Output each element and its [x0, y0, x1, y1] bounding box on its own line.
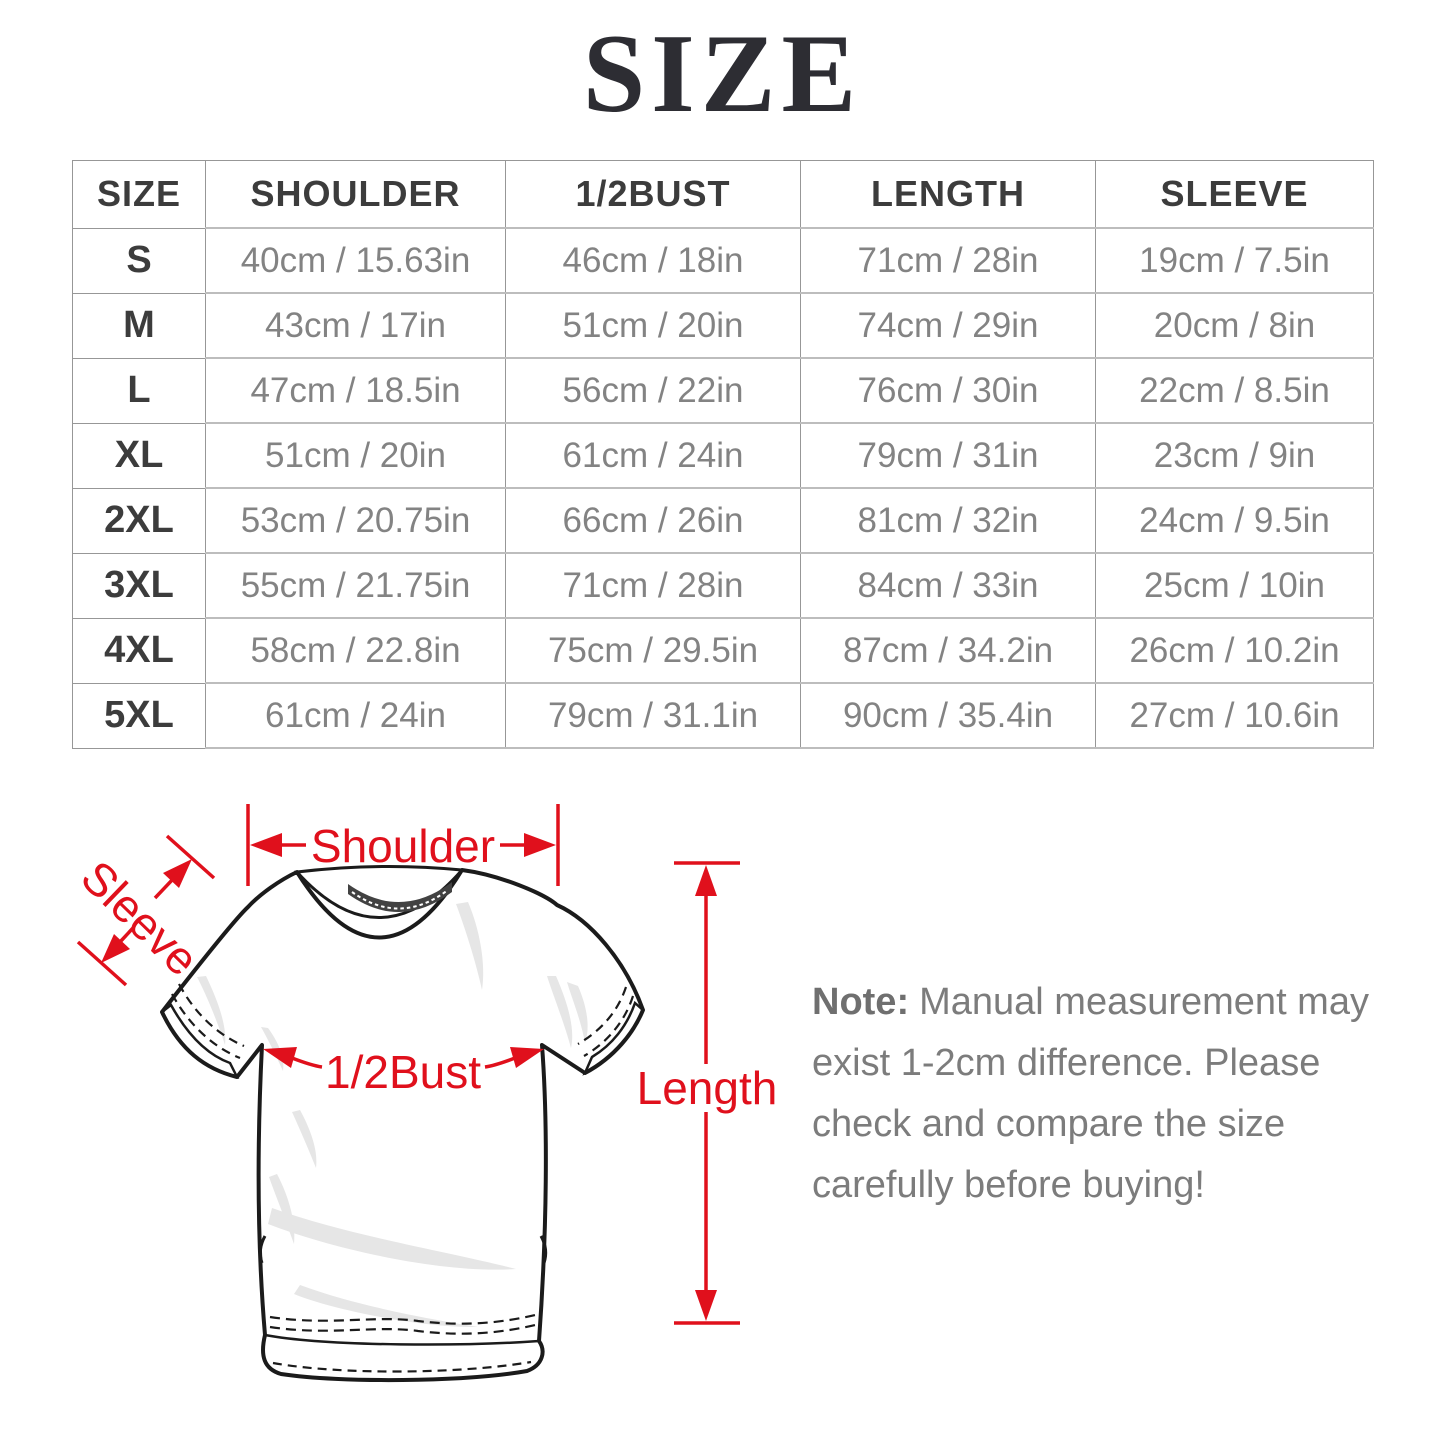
- measurement-cell: 46cm / 18in: [505, 227, 801, 294]
- sleeve-annotation: Sleeve: [71, 834, 216, 987]
- measurement-cell: 66cm / 26in: [505, 487, 801, 554]
- note-line: carefully before buying!: [812, 1164, 1205, 1206]
- measurement-cell: 22cm / 8.5in: [1095, 357, 1374, 424]
- sleeve-label: Sleeve: [71, 850, 208, 985]
- arrow-right-icon: [524, 833, 556, 857]
- right-sleeve-cuff: [577, 986, 645, 1076]
- measurement-cell: 58cm / 22.8in: [205, 617, 506, 684]
- table-row: M 43cm / 17in 51cm / 20in 74cm / 29in 20…: [72, 292, 1374, 359]
- size-cell: 2XL: [72, 487, 206, 554]
- measurement-cell: 47cm / 18.5in: [205, 357, 506, 424]
- sleeve-tick-top: [165, 834, 216, 880]
- measurement-cell: 20cm / 8in: [1095, 292, 1374, 359]
- half-bust-label: 1/2Bust: [325, 1046, 481, 1098]
- table-row: L 47cm / 18.5in 56cm / 22in 76cm / 30in …: [72, 357, 1374, 424]
- left-sleeve-cuff: [160, 983, 245, 1079]
- measurement-cell: 81cm / 32in: [800, 487, 1096, 554]
- measurement-cell: 79cm / 31in: [800, 422, 1096, 489]
- measurement-cell: 71cm / 28in: [505, 552, 801, 619]
- table-row: 5XL 61cm / 24in 79cm / 31.1in 90cm / 35.…: [72, 682, 1374, 749]
- table-row: S 40cm / 15.63in 46cm / 18in 71cm / 28in…: [72, 227, 1374, 294]
- table-header-row: SIZE SHOULDER 1/2BUST LENGTH SLEEVE: [72, 160, 1374, 229]
- size-cell: 3XL: [72, 552, 206, 619]
- arrow-right-icon: [510, 1047, 544, 1068]
- tshirt-illustration: [160, 864, 645, 1383]
- table-row: 2XL 53cm / 20.75in 66cm / 26in 81cm / 32…: [72, 487, 1374, 554]
- measurement-cell: 43cm / 17in: [205, 292, 506, 359]
- measurement-cell: 23cm / 9in: [1095, 422, 1374, 489]
- measurement-cell: 55cm / 21.75in: [205, 552, 506, 619]
- size-cell: 4XL: [72, 617, 206, 684]
- column-header-sleeve: SLEEVE: [1095, 160, 1374, 229]
- note-label: Note:: [812, 981, 910, 1023]
- measurement-cell: 25cm / 10in: [1095, 552, 1374, 619]
- table-row: 4XL 58cm / 22.8in 75cm / 29.5in 87cm / 3…: [72, 617, 1374, 684]
- measurement-cell: 40cm / 15.63in: [205, 227, 506, 294]
- note-line: check and compare the size: [812, 1103, 1286, 1145]
- shoulder-label: Shoulder: [311, 820, 495, 872]
- measurement-cell: 24cm / 9.5in: [1095, 487, 1374, 554]
- length-label: Length: [637, 1062, 778, 1114]
- measurement-cell: 75cm / 29.5in: [505, 617, 801, 684]
- column-header-length: LENGTH: [800, 160, 1096, 229]
- table-row: 3XL 55cm / 21.75in 71cm / 28in 84cm / 33…: [72, 552, 1374, 619]
- measurement-cell: 51cm / 20in: [505, 292, 801, 359]
- measurement-cell: 26cm / 10.2in: [1095, 617, 1374, 684]
- size-cell: S: [72, 227, 206, 294]
- column-header-halfbust: 1/2BUST: [505, 160, 801, 229]
- measurement-cell: 19cm / 7.5in: [1095, 227, 1374, 294]
- arrow-left-icon: [263, 1047, 297, 1068]
- column-header-shoulder: SHOULDER: [205, 160, 506, 229]
- measurement-cell: 87cm / 34.2in: [800, 617, 1096, 684]
- arrow-down-icon: [695, 1290, 717, 1321]
- arrow-down-left-icon: [101, 934, 130, 963]
- length-annotation: Length: [637, 861, 778, 1325]
- measurement-cell: 90cm / 35.4in: [800, 682, 1096, 749]
- shoulder-annotation: Shoulder: [246, 804, 560, 886]
- tshirt-diagram: Shoulder Sleeve 1/2Bust Lengt: [71, 804, 778, 1383]
- size-table: SIZE SHOULDER 1/2BUST LENGTH SLEEVE S 40…: [72, 160, 1374, 749]
- arrow-left-icon: [250, 833, 282, 857]
- hem: [261, 1313, 544, 1382]
- size-cell: M: [72, 292, 206, 359]
- measurement-cell: 56cm / 22in: [505, 357, 801, 424]
- measurement-cell: 84cm / 33in: [800, 552, 1096, 619]
- collar-tape: [348, 882, 452, 913]
- sleeve-tick-bottom: [76, 940, 128, 987]
- size-cell: L: [72, 357, 206, 424]
- size-cell: XL: [72, 422, 206, 489]
- arrow-up-icon: [695, 865, 717, 896]
- note-text: Manual measurement may: [919, 981, 1369, 1023]
- measurement-cell: 51cm / 20in: [205, 422, 506, 489]
- table-row: XL 51cm / 20in 61cm / 24in 79cm / 31in 2…: [72, 422, 1374, 489]
- arrow-up-right-icon: [163, 859, 192, 888]
- measurement-cell: 71cm / 28in: [800, 227, 1096, 294]
- half-bust-annotation: 1/2Bust: [263, 1046, 544, 1098]
- wrinkle-shading: [197, 976, 226, 1045]
- page-title: SIZE: [582, 12, 863, 136]
- measurement-cell: 79cm / 31.1in: [505, 682, 801, 749]
- column-header-size: SIZE: [72, 160, 206, 229]
- measurement-cell: 61cm / 24in: [205, 682, 506, 749]
- measurement-cell: 53cm / 20.75in: [205, 487, 506, 554]
- note-line: exist 1-2cm difference. Please: [812, 1042, 1321, 1084]
- collar: [293, 864, 466, 919]
- note: Note: Manual measurement may exist 1-2cm …: [812, 972, 1372, 1216]
- size-cell: 5XL: [72, 682, 206, 749]
- measurement-cell: 61cm / 24in: [505, 422, 801, 489]
- note-line: Note: Manual measurement may: [812, 972, 1372, 1033]
- measurement-cell: 27cm / 10.6in: [1095, 682, 1374, 749]
- measurement-cell: 76cm / 30in: [800, 357, 1096, 424]
- measurement-cell: 74cm / 29in: [800, 292, 1096, 359]
